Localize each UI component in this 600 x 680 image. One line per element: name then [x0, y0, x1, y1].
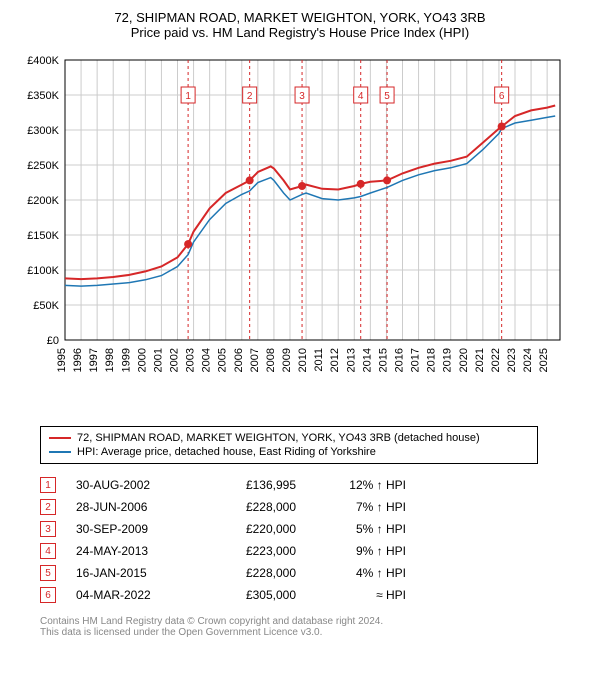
line-chart: £0 £50K £100K £150K £200K £250K £300K £350K £400… [10, 40, 570, 420]
transaction-row: 6 04-MAR-2022 £305,000 ≈ HPI [40, 584, 590, 606]
svg-text:2024: 2024 [522, 348, 534, 372]
svg-text:2006: 2006 [233, 348, 245, 372]
svg-text:2007: 2007 [249, 348, 261, 372]
svg-text:2: 2 [247, 91, 253, 102]
legend-swatch [49, 451, 71, 453]
transaction-diff: ≈ HPI [316, 588, 406, 602]
transaction-marker: 2 [40, 499, 56, 515]
svg-text:£300K: £300K [27, 125, 59, 137]
svg-text:2010: 2010 [297, 348, 309, 372]
chart-title-1: 72, SHIPMAN ROAD, MARKET WEIGHTON, YORK,… [10, 10, 590, 25]
transaction-price: £220,000 [206, 522, 296, 536]
svg-text:2003: 2003 [185, 348, 197, 372]
footer-line: Contains HM Land Registry data © Crown c… [40, 616, 590, 627]
transaction-date: 24-MAY-2013 [76, 544, 186, 558]
transaction-marker: 6 [40, 587, 56, 603]
legend-item-property: 72, SHIPMAN ROAD, MARKET WEIGHTON, YORK,… [49, 431, 529, 445]
svg-text:£100K: £100K [27, 265, 59, 277]
svg-text:1: 1 [185, 91, 191, 102]
transaction-price: £305,000 [206, 588, 296, 602]
transaction-diff: 4% ↑ HPI [316, 566, 406, 580]
transaction-diff: 9% ↑ HPI [316, 544, 406, 558]
transaction-row: 1 30-AUG-2002 £136,995 12% ↑ HPI [40, 474, 590, 496]
svg-text:2020: 2020 [458, 348, 470, 372]
svg-text:4: 4 [358, 91, 364, 102]
svg-text:2000: 2000 [136, 348, 148, 372]
svg-text:2013: 2013 [345, 348, 357, 372]
transaction-price: £136,995 [206, 478, 296, 492]
svg-text:£200K: £200K [27, 195, 59, 207]
svg-text:£250K: £250K [27, 160, 59, 172]
svg-text:2021: 2021 [474, 348, 486, 372]
svg-text:2002: 2002 [169, 348, 181, 372]
svg-text:6: 6 [499, 91, 505, 102]
svg-text:2011: 2011 [313, 348, 325, 372]
svg-text:2015: 2015 [377, 348, 389, 372]
chart-title-2: Price paid vs. HM Land Registry's House … [10, 25, 590, 40]
chart-area: £0 £50K £100K £150K £200K £250K £300K £350K £400… [10, 40, 590, 420]
transaction-date: 16-JAN-2015 [76, 566, 186, 580]
transaction-date: 30-SEP-2009 [76, 522, 186, 536]
svg-text:2012: 2012 [329, 348, 341, 372]
svg-text:2019: 2019 [442, 348, 454, 372]
svg-text:2001: 2001 [152, 348, 164, 372]
transaction-date: 04-MAR-2022 [76, 588, 186, 602]
svg-text:1995: 1995 [56, 348, 68, 372]
svg-text:2016: 2016 [394, 348, 406, 372]
transaction-diff: 7% ↑ HPI [316, 500, 406, 514]
transaction-row: 4 24-MAY-2013 £223,000 9% ↑ HPI [40, 540, 590, 562]
transactions-table: 1 30-AUG-2002 £136,995 12% ↑ HPI 2 28-JUN-200… [40, 474, 590, 606]
svg-text:1999: 1999 [120, 348, 132, 372]
transaction-date: 30-AUG-2002 [76, 478, 186, 492]
transaction-price: £228,000 [206, 566, 296, 580]
svg-text:£400K: £400K [27, 55, 59, 67]
transaction-marker: 3 [40, 521, 56, 537]
svg-text:1998: 1998 [104, 348, 116, 372]
footer: Contains HM Land Registry data © Crown c… [40, 616, 590, 638]
transaction-marker: 1 [40, 477, 56, 493]
transaction-date: 28-JUN-2006 [76, 500, 186, 514]
svg-text:3: 3 [299, 91, 305, 102]
svg-text:2008: 2008 [265, 348, 277, 372]
legend: 72, SHIPMAN ROAD, MARKET WEIGHTON, YORK,… [40, 426, 538, 464]
svg-text:1996: 1996 [72, 348, 84, 372]
transaction-row: 3 30-SEP-2009 £220,000 5% ↑ HPI [40, 518, 590, 540]
legend-swatch [49, 437, 71, 439]
transaction-price: £223,000 [206, 544, 296, 558]
footer-line: This data is licensed under the Open Gov… [40, 627, 590, 638]
transaction-price: £228,000 [206, 500, 296, 514]
svg-text:2009: 2009 [281, 348, 293, 372]
legend-label: HPI: Average price, detached house, East… [77, 446, 376, 458]
svg-text:2005: 2005 [217, 348, 229, 372]
transaction-row: 2 28-JUN-2006 £228,000 7% ↑ HPI [40, 496, 590, 518]
svg-text:2022: 2022 [490, 348, 502, 372]
svg-text:2014: 2014 [361, 348, 373, 372]
legend-item-hpi: HPI: Average price, detached house, East… [49, 445, 529, 459]
legend-label: 72, SHIPMAN ROAD, MARKET WEIGHTON, YORK,… [77, 432, 480, 444]
svg-text:5: 5 [384, 91, 390, 102]
transaction-diff: 5% ↑ HPI [316, 522, 406, 536]
transaction-marker: 4 [40, 543, 56, 559]
svg-text:2017: 2017 [410, 348, 422, 372]
transaction-diff: 12% ↑ HPI [316, 478, 406, 492]
svg-text:£350K: £350K [27, 90, 59, 102]
svg-text:2025: 2025 [538, 348, 550, 372]
svg-text:1997: 1997 [88, 348, 100, 372]
svg-text:2023: 2023 [506, 348, 518, 372]
transaction-row: 5 16-JAN-2015 £228,000 4% ↑ HPI [40, 562, 590, 584]
svg-text:2018: 2018 [426, 348, 438, 372]
svg-text:£50K: £50K [33, 300, 59, 312]
svg-text:2004: 2004 [201, 348, 213, 372]
svg-text:£150K: £150K [27, 230, 59, 242]
svg-text:£0: £0 [47, 335, 59, 347]
transaction-marker: 5 [40, 565, 56, 581]
